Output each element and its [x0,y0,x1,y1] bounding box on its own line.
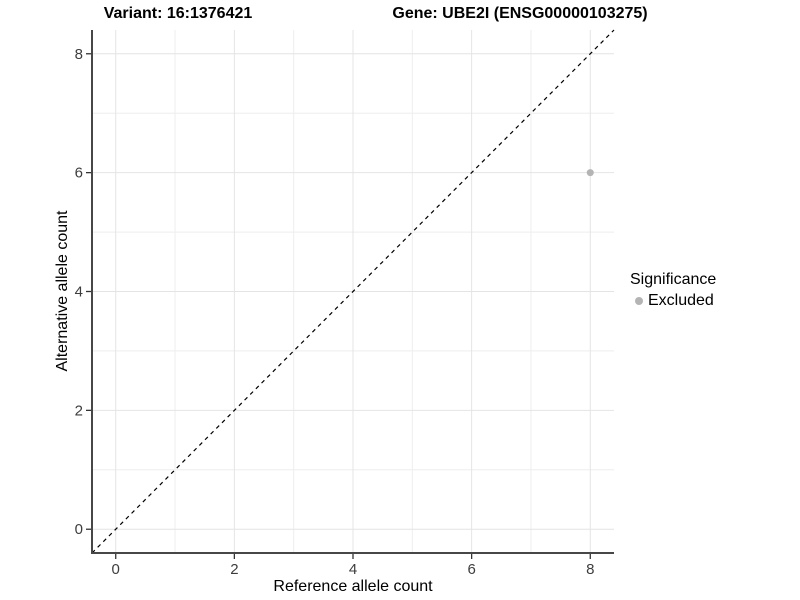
legend-items: Excluded [630,292,716,310]
x-tick-label: 0 [112,561,120,578]
legend-item: Excluded [630,292,716,310]
x-tick-label: 4 [349,561,357,578]
x-tick-label: 2 [230,561,238,578]
y-axis-title: Alternative allele count [54,210,71,372]
x-axis-title: Reference allele count [273,578,433,595]
x-tick-label: 6 [467,561,475,578]
legend: Significance Excluded [630,271,716,310]
y-tick-label: 6 [75,165,83,182]
plot-title-gene: Gene: UBE2I (ENSG00000103275) [392,5,648,22]
legend-key-dot [635,297,643,305]
plot-title-variant: Variant: 16:1376421 [103,5,253,22]
identity-line [91,29,615,554]
data-point [586,169,594,177]
y-tick-label: 4 [75,284,83,301]
y-tick-label: 8 [75,46,83,63]
legend-item-label: Excluded [648,292,714,309]
y-tick-label: 2 [75,402,83,419]
legend-title: Significance [630,271,717,288]
x-tick-label: 8 [586,561,594,578]
y-tick-label: 0 [75,521,83,538]
